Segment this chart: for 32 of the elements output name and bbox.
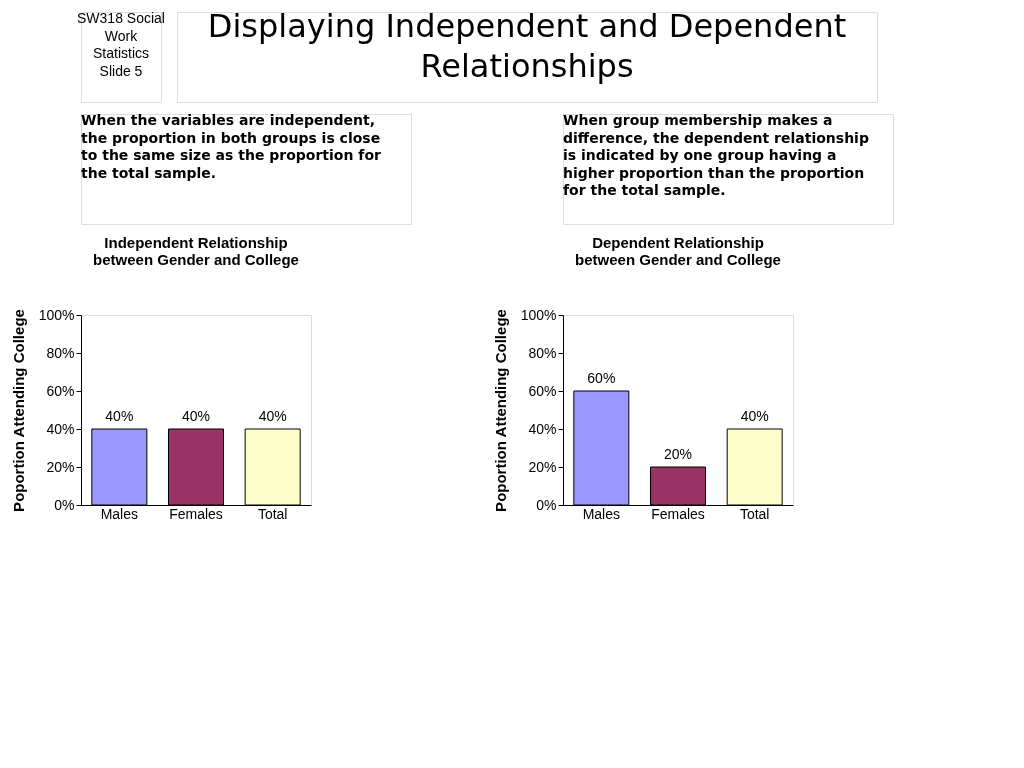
- x-tick-label: Females: [651, 505, 705, 522]
- y-axis-title: Poportion Attending College: [491, 309, 509, 512]
- x-tick-label: Total: [739, 505, 770, 522]
- chart-title: Dependent Relationship between Gender and College: [575, 234, 781, 268]
- text: When group membership makes a difference, the dependent relationship is indicated by one group having a higher proportion than the proportion for the total sample.: [563, 112, 869, 198]
- text: Displaying Independent and Dependent Relationships: [207, 7, 847, 85]
- y-axis-title: Poportion Attending College: [9, 309, 27, 512]
- y-tick-label: 80%: [528, 344, 557, 361]
- x-tick-label: Females: [169, 505, 223, 522]
- y-tick-label: 80%: [46, 344, 75, 361]
- y-tick-label: 100%: [38, 306, 75, 323]
- y-tick-label: 20%: [46, 458, 75, 475]
- y-tick-label: 60%: [46, 382, 75, 399]
- y-tick-label: 0%: [536, 496, 557, 513]
- x-tick-label: Males: [582, 505, 621, 522]
- x-tick-label: Males: [100, 505, 139, 522]
- chart-title: Independent Relationship between Gender and College: [93, 234, 299, 268]
- data-label: 40%: [258, 408, 287, 424]
- data-label: 20%: [663, 446, 693, 462]
- y-tick-label: 60%: [528, 382, 557, 399]
- y-tick-label: 0%: [54, 496, 75, 513]
- x-tick-label: Total: [257, 505, 288, 522]
- y-tick-label: 40%: [528, 420, 557, 437]
- text: When the variables are independent, the proportion in both groups is close to the same size as the proportion for the total sample.: [81, 112, 382, 181]
- data-label: 40%: [181, 408, 211, 424]
- y-tick-label: 100%: [520, 306, 557, 323]
- data-label: 40%: [105, 408, 134, 424]
- text: SW318 Social Work Statistics Slide 5: [77, 10, 165, 79]
- y-tick-label: 40%: [46, 420, 75, 437]
- data-label: 60%: [587, 370, 616, 386]
- y-tick-label: 20%: [528, 458, 557, 475]
- data-label: 40%: [740, 408, 769, 424]
